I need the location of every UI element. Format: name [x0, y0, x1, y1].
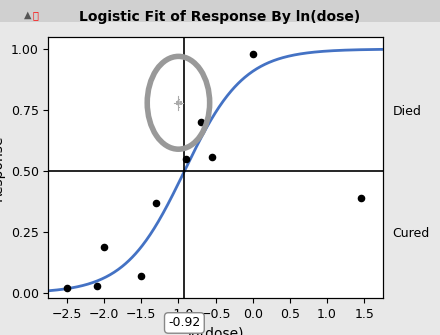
Y-axis label: Response: Response [0, 134, 5, 201]
Point [63, 286, 70, 291]
Point [357, 195, 364, 201]
X-axis label: ln(dose): ln(dose) [187, 326, 244, 335]
Text: -0.92: -0.92 [168, 317, 201, 330]
Point [209, 154, 216, 159]
Point [138, 273, 145, 279]
Point [153, 200, 160, 206]
Text: 🔻: 🔻 [33, 10, 39, 20]
Point [197, 120, 204, 125]
Text: Logistic Fit of Response By ln(dose): Logistic Fit of Response By ln(dose) [79, 10, 361, 24]
Point [101, 244, 108, 250]
Point [93, 283, 100, 289]
Point [182, 156, 189, 161]
Point [249, 51, 256, 57]
Text: ▲: ▲ [24, 10, 32, 20]
